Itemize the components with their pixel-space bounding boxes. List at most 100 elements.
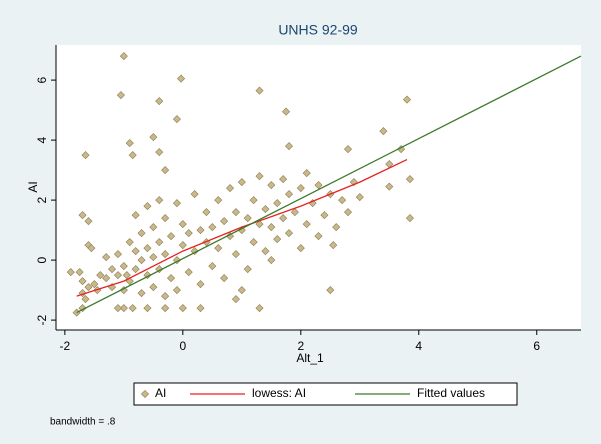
point xyxy=(184,268,193,277)
point xyxy=(302,220,311,229)
point xyxy=(178,304,187,313)
point xyxy=(320,211,329,220)
point xyxy=(90,280,99,289)
point xyxy=(379,127,388,136)
x-tick-label: 0 xyxy=(179,339,186,353)
point xyxy=(326,286,335,295)
point xyxy=(255,304,264,313)
point xyxy=(119,262,128,271)
point xyxy=(196,226,205,235)
point xyxy=(343,208,353,217)
point xyxy=(279,214,288,223)
point xyxy=(66,268,75,277)
legend-marker xyxy=(140,389,150,399)
point xyxy=(137,289,146,298)
point xyxy=(329,241,338,250)
point xyxy=(125,238,134,247)
point xyxy=(177,74,186,83)
legend-label: AI xyxy=(155,386,166,400)
point xyxy=(161,292,170,301)
point xyxy=(161,250,170,259)
point xyxy=(405,175,414,184)
point xyxy=(355,193,364,202)
y-tick-label: -2 xyxy=(35,314,49,325)
point xyxy=(314,232,323,241)
point xyxy=(282,107,291,116)
point xyxy=(137,229,146,238)
point xyxy=(267,256,276,265)
point xyxy=(137,256,146,265)
point xyxy=(405,214,414,223)
point xyxy=(155,97,164,106)
point xyxy=(78,289,87,298)
y-tick-label: 2 xyxy=(35,196,49,203)
point xyxy=(84,217,93,226)
point xyxy=(131,247,140,256)
point xyxy=(84,283,93,292)
x-tick-label: 4 xyxy=(415,339,422,353)
y-tick-label: 4 xyxy=(35,136,49,143)
point xyxy=(113,271,122,280)
point xyxy=(167,274,176,283)
point xyxy=(143,244,152,253)
x-tick-label: 6 xyxy=(533,339,540,353)
point xyxy=(78,277,87,286)
point xyxy=(108,265,117,274)
point xyxy=(267,181,276,190)
point xyxy=(267,223,276,232)
point xyxy=(75,268,84,277)
point xyxy=(296,244,305,253)
point xyxy=(196,304,205,313)
point xyxy=(116,91,125,100)
point xyxy=(102,253,111,262)
point xyxy=(243,214,252,223)
point xyxy=(273,199,282,208)
x-tick-label: -2 xyxy=(60,339,71,353)
point xyxy=(161,214,170,223)
point xyxy=(161,166,170,175)
line xyxy=(76,159,408,297)
point xyxy=(155,196,164,205)
point xyxy=(125,139,134,148)
point xyxy=(167,232,176,241)
point xyxy=(279,175,288,184)
point xyxy=(225,232,235,241)
point xyxy=(149,133,158,142)
point xyxy=(225,184,235,193)
point xyxy=(338,196,347,205)
point xyxy=(202,208,211,217)
point xyxy=(131,265,140,274)
point xyxy=(149,223,158,232)
point xyxy=(155,265,164,274)
point xyxy=(249,238,258,247)
y-tick-label: 0 xyxy=(35,256,49,263)
point xyxy=(284,190,294,199)
point xyxy=(196,280,205,289)
chart-title: UNHS 92-99 xyxy=(278,22,358,38)
point xyxy=(402,95,412,104)
point xyxy=(161,304,170,313)
point xyxy=(155,238,164,247)
point xyxy=(143,202,152,211)
point xyxy=(214,244,223,253)
point xyxy=(237,178,246,187)
point xyxy=(255,172,264,181)
point xyxy=(128,304,137,313)
point xyxy=(113,304,122,313)
point xyxy=(273,235,282,244)
point xyxy=(296,184,305,193)
y-axis-label: AI xyxy=(26,181,40,192)
point xyxy=(172,115,181,124)
point xyxy=(255,220,264,229)
point xyxy=(128,151,137,160)
point xyxy=(122,271,131,280)
point xyxy=(184,229,193,238)
point xyxy=(261,247,270,256)
point xyxy=(172,199,181,208)
point xyxy=(155,148,164,157)
point xyxy=(249,196,258,205)
point xyxy=(302,169,311,178)
legend-label: lowess: AI xyxy=(252,386,306,400)
point xyxy=(261,205,270,214)
